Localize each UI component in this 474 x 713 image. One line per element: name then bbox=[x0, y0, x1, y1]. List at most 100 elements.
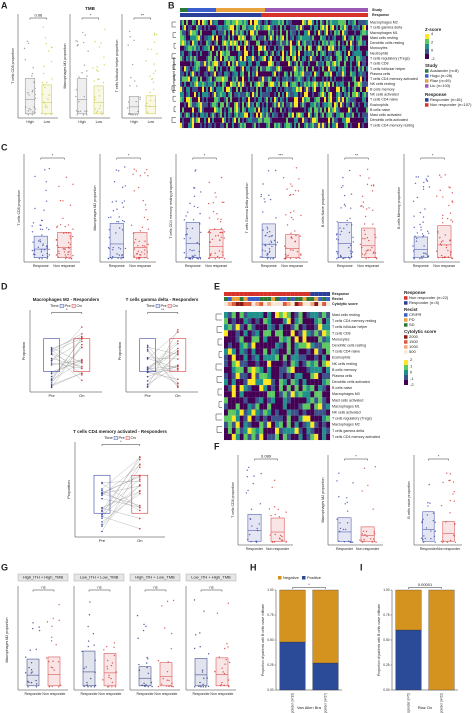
heat-cell bbox=[226, 30, 229, 36]
dot bbox=[227, 646, 229, 648]
heat-cell bbox=[282, 81, 285, 87]
response-bar bbox=[290, 292, 295, 296]
heat-cell bbox=[334, 117, 337, 123]
heat-cell bbox=[334, 25, 337, 31]
dot bbox=[450, 219, 452, 221]
heat-cell bbox=[182, 56, 185, 62]
heat-cell bbox=[350, 102, 353, 108]
heat-cell bbox=[334, 71, 337, 77]
dot bbox=[34, 175, 36, 178]
legend-swatch bbox=[71, 304, 76, 308]
heat-cell bbox=[232, 71, 235, 77]
heat-cell bbox=[344, 112, 347, 118]
dot bbox=[335, 250, 338, 253]
dot bbox=[424, 537, 427, 540]
heat-cell bbox=[302, 56, 305, 62]
heat-cell bbox=[260, 61, 263, 67]
heat-cell bbox=[246, 117, 249, 123]
heat-cell bbox=[298, 330, 303, 337]
heat-cell bbox=[271, 385, 276, 392]
dot bbox=[128, 113, 130, 115]
heat-cell bbox=[288, 107, 291, 113]
heat-cell bbox=[332, 45, 335, 51]
heat-cell bbox=[242, 40, 245, 46]
heat-cell bbox=[204, 35, 207, 41]
heat-cell bbox=[270, 107, 273, 113]
heat-cell bbox=[231, 409, 236, 416]
heat-cell bbox=[352, 71, 355, 77]
heat-cell bbox=[366, 71, 369, 77]
heat-cell bbox=[258, 45, 261, 51]
dot bbox=[201, 671, 204, 673]
heat-cell bbox=[243, 421, 248, 428]
heat-cell bbox=[340, 20, 343, 26]
heat-cell bbox=[346, 50, 349, 57]
heat-cell bbox=[252, 92, 255, 98]
row-label: Dendritic cells resting bbox=[332, 343, 366, 347]
heat-cell bbox=[258, 107, 261, 113]
heat-cell bbox=[275, 385, 280, 392]
heat-cell bbox=[200, 97, 203, 103]
heat-cell bbox=[278, 40, 281, 46]
heat-cell bbox=[188, 86, 191, 93]
p-value: 0.089 bbox=[261, 454, 272, 459]
heat-cell bbox=[314, 354, 319, 361]
heat-cell bbox=[243, 409, 248, 416]
dot bbox=[429, 502, 431, 504]
heat-cell bbox=[312, 25, 315, 31]
heat-cell bbox=[250, 71, 253, 77]
heat-cell bbox=[234, 122, 237, 129]
heat-cell bbox=[298, 403, 303, 410]
dot bbox=[451, 192, 453, 194]
heat-cell bbox=[276, 30, 279, 36]
heat-cell bbox=[306, 312, 311, 319]
dot bbox=[62, 248, 65, 250]
heat-cell bbox=[302, 92, 305, 98]
heat-cell bbox=[310, 66, 313, 72]
bracket bbox=[428, 458, 449, 461]
heat-cell bbox=[214, 92, 217, 98]
heat-cell bbox=[184, 20, 187, 26]
dot bbox=[454, 541, 457, 543]
dot bbox=[201, 669, 204, 671]
row-label: Eosinophils bbox=[332, 356, 351, 360]
heat-cell bbox=[294, 102, 297, 108]
dot bbox=[421, 255, 423, 258]
heat-cell bbox=[272, 50, 275, 57]
heat-cell bbox=[212, 117, 215, 123]
heat-cell bbox=[200, 81, 203, 87]
heat-cell bbox=[304, 40, 307, 46]
heat-cell bbox=[342, 97, 345, 103]
pair-line bbox=[147, 357, 178, 360]
heat-cell bbox=[234, 35, 237, 41]
heat-cell bbox=[271, 372, 276, 380]
heat-cell bbox=[328, 107, 331, 113]
heat-cell bbox=[320, 117, 323, 123]
dot bbox=[199, 685, 201, 687]
heat-cell bbox=[328, 117, 331, 123]
heat-cell bbox=[212, 30, 215, 36]
response-bar bbox=[251, 292, 256, 296]
heat-cell bbox=[322, 415, 327, 422]
heat-cell bbox=[267, 330, 272, 337]
heat-cell bbox=[282, 342, 287, 349]
axis bbox=[251, 154, 308, 263]
dot bbox=[46, 106, 48, 108]
heat-cell bbox=[268, 40, 271, 46]
heat-cell bbox=[314, 25, 317, 31]
dot bbox=[220, 683, 223, 686]
heat-cell bbox=[316, 92, 319, 98]
pair-line bbox=[51, 326, 82, 362]
dot bbox=[363, 467, 366, 470]
heat-cell bbox=[251, 433, 256, 441]
heat-cell bbox=[286, 56, 289, 62]
heat-cell bbox=[310, 372, 315, 380]
heat-cell bbox=[224, 86, 227, 93]
dot bbox=[48, 660, 50, 663]
dot bbox=[133, 241, 136, 244]
dot bbox=[142, 199, 144, 202]
heat-cell bbox=[326, 348, 331, 355]
p-value: * bbox=[52, 153, 54, 158]
heat-cell bbox=[306, 61, 309, 67]
heat-cell bbox=[310, 30, 313, 36]
